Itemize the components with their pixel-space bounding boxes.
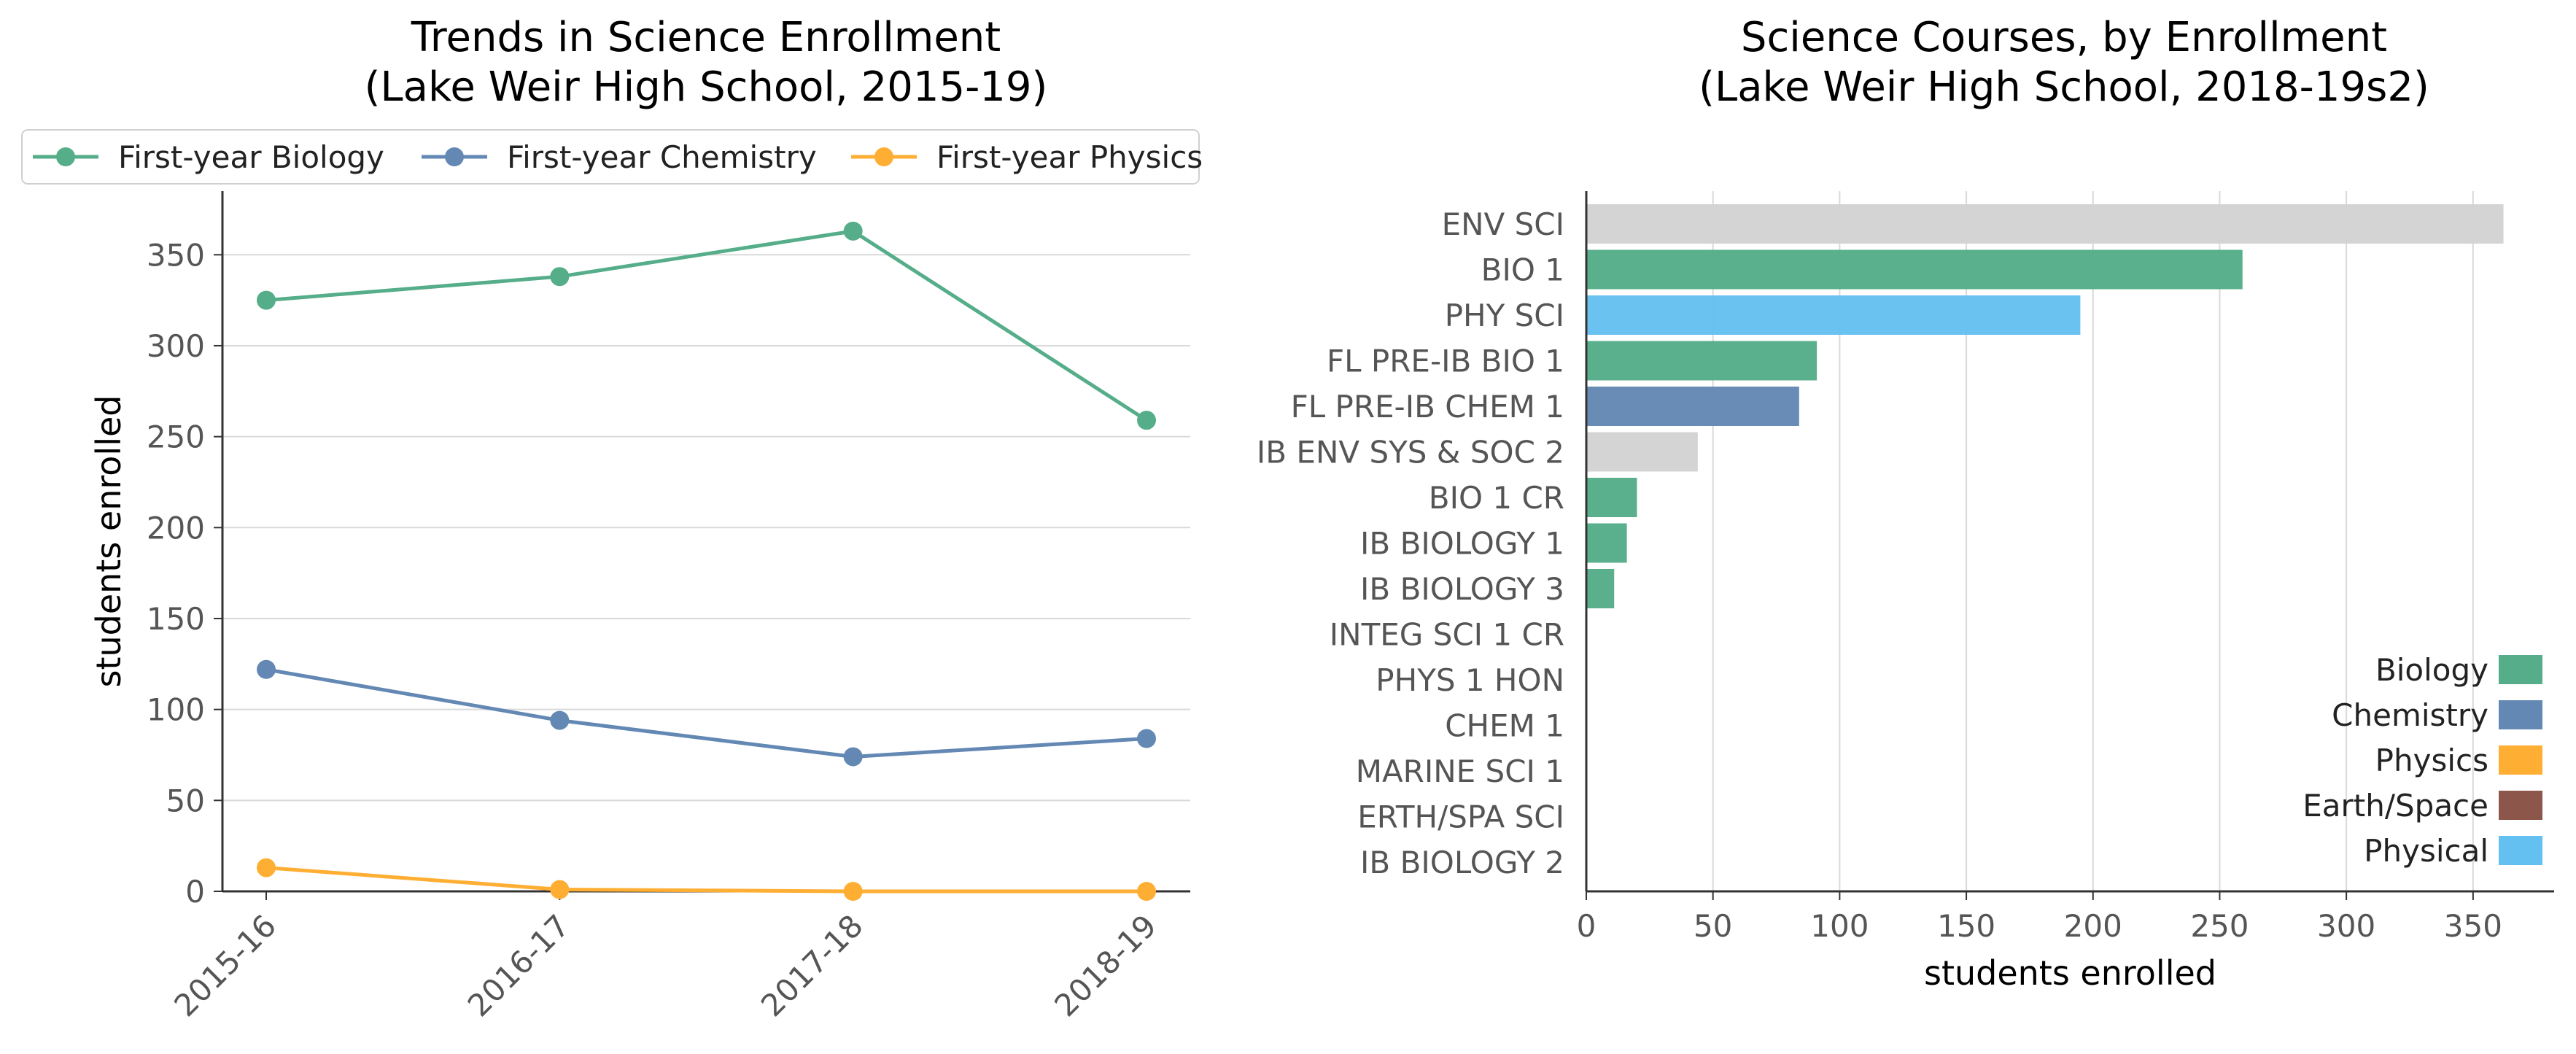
bars [1586, 204, 2504, 608]
y-tick-label-bio-1: BIO 1 [1481, 252, 1564, 288]
bar-bio-1-cr [1586, 478, 1637, 517]
y-tick-label-0: 0 [185, 874, 205, 910]
legend-swatch-physics [2499, 745, 2542, 775]
data-point-first-year-chemistry-2018-19 [1137, 729, 1156, 748]
series-line-first-year-physics [265, 866, 1147, 894]
legend-label-first-year-physics: First-year Physics [936, 139, 1203, 175]
legend-label-first-year-biology: First-year Biology [118, 139, 384, 175]
y-tick-label-ib-biology-2: IB BIOLOGY 2 [1360, 845, 1564, 880]
y-tick-label-phy-sci: PHY SCI [1445, 298, 1564, 333]
y-tick-label-300: 300 [147, 328, 205, 364]
y-tick-label-350: 350 [147, 237, 205, 273]
data-point-first-year-physics-2015-16 [257, 858, 276, 877]
chart-title-line: (Lake Weir High School, 2015-19) [365, 63, 1048, 111]
chart-title-line: Science Courses, by Enrollment [1741, 14, 2387, 61]
legend-label-first-year-chemistry: First-year Chemistry [507, 139, 817, 175]
course-enrollment-chart: Science Courses, by Enrollment(Lake Weir… [1257, 14, 2554, 993]
legend-label-chemistry: Chemistry [2332, 697, 2488, 733]
legend-swatch-marker-first-year-biology [56, 147, 75, 166]
x-tick-label-100: 100 [1810, 908, 1869, 944]
y-tick-label-fl-pre-ib-bio-1: FL PRE-IB BIO 1 [1327, 344, 1564, 379]
data-point-first-year-physics-2017-18 [843, 882, 863, 901]
x-tick-labels: 0 50 100 150 200 250 300 350 [1577, 891, 2502, 944]
x-tick-label-50: 50 [1694, 908, 1732, 944]
x-tick-label-150: 150 [1937, 908, 1995, 944]
y-tick-label-100: 100 [147, 692, 205, 728]
x-tick-label-0: 0 [1577, 908, 1597, 944]
series-line-first-year-biology [265, 229, 1148, 422]
y-tick-label-150: 150 [147, 601, 205, 637]
y-tick-label-integ-sci-1-cr: INTEG SCI 1 CR [1330, 617, 1564, 653]
legend-label-physics: Physics [2375, 743, 2488, 778]
data-point-first-year-biology-2017-18 [843, 221, 863, 241]
axes [1585, 191, 2554, 893]
legend-swatch-chemistry [2499, 700, 2542, 729]
y-tick-label-marine-sci-1: MARINE SCI 1 [1356, 753, 1564, 789]
bar-fl-pre-ib-bio-1 [1586, 341, 1817, 381]
bar-fl-pre-ib-chem-1 [1586, 387, 1799, 426]
legend-swatch-marker-first-year-physics [874, 147, 893, 166]
y-tick-label-phys-1-hon: PHYS 1 HON [1376, 662, 1564, 698]
legend-label-physical: Physical [2364, 833, 2488, 869]
y-tick-label-ib-biology-3: IB BIOLOGY 3 [1360, 571, 1564, 607]
x-tick-label-200: 200 [2064, 908, 2122, 944]
legend-swatch-earth-space [2499, 791, 2542, 820]
legend-swatch-physical [2499, 836, 2542, 865]
data-point-first-year-biology-2016-17 [550, 267, 570, 287]
y-tick-labels: 0 50 100 150 200 250 300 350 [147, 237, 205, 910]
data-point-first-year-physics-2018-19 [1137, 882, 1156, 901]
legend-swatch-marker-first-year-chemistry [445, 147, 464, 166]
y-tick-label-250: 250 [147, 419, 205, 455]
bar-ib-biology-3 [1586, 569, 1615, 608]
bar-bio-1 [1586, 249, 2243, 290]
legend: First-year Biology First-year Chemistry Fi… [21, 129, 1203, 185]
y-axis-label: students enrolled [89, 395, 128, 688]
legend-frame [21, 129, 1200, 185]
data-point-first-year-chemistry-2015-16 [257, 659, 276, 679]
legend-label-earth-space: Earth/Space [2303, 788, 2488, 824]
data-point-first-year-biology-2015-16 [257, 290, 276, 310]
bar-ib-biology-1 [1586, 523, 1627, 563]
data-point-first-year-physics-2016-17 [550, 880, 570, 899]
chart-title-line: Trends in Science Enrollment [411, 14, 1001, 61]
y-tick-label-ib-biology-1: IB BIOLOGY 1 [1360, 526, 1564, 562]
bar-ib-env-sys-soc-2 [1586, 432, 1698, 472]
gridlines [214, 254, 1190, 892]
x-axis-label: students enrolled [1924, 953, 2216, 993]
y-tick-label-200: 200 [147, 510, 205, 546]
y-tick-label-erth-spa-sci: ERTH/SPA SCI [1357, 799, 1564, 835]
legend: Biology Chemistry Physics Earth/Space Physic… [2303, 652, 2542, 869]
data-point-first-year-biology-2018-19 [1137, 411, 1156, 430]
x-tick-label-300: 300 [2317, 908, 2375, 944]
series-line-first-year-chemistry [265, 667, 1147, 759]
bar-env-sci [1586, 204, 2504, 244]
series-lines [257, 221, 1156, 901]
y-tick-label-50: 50 [166, 783, 205, 818]
y-tick-label-chem-1: CHEM 1 [1445, 708, 1564, 744]
bar-phy-sci [1586, 295, 2081, 335]
legend-swatch-biology [2499, 655, 2542, 684]
x-tick-label-350: 350 [2444, 908, 2502, 944]
chart-title: Trends in Science Enrollment(Lake Weir H… [365, 14, 1048, 111]
y-tick-label-env-sci: ENV SCI [1442, 206, 1564, 242]
y-tick-label-ib-env-sys-soc-2: IB ENV SYS & SOC 2 [1257, 435, 1564, 470]
chart-title-line: (Lake Weir High School, 2018-19s2) [1699, 63, 2429, 111]
data-point-first-year-chemistry-2017-18 [843, 747, 863, 767]
y-tick-label-bio-1-cr: BIO 1 CR [1429, 480, 1564, 516]
legend-label-biology: Biology [2375, 652, 2488, 688]
y-tick-label-fl-pre-ib-chem-1: FL PRE-IB CHEM 1 [1291, 389, 1564, 425]
y-tick-labels: ENV SCI BIO 1 PHY SCI FL PRE-IB BIO 1 FL PRE… [1257, 206, 1564, 880]
data-point-first-year-chemistry-2016-17 [550, 710, 570, 730]
x-tick-label-250: 250 [2190, 908, 2249, 944]
chart-title: Science Courses, by Enrollment(Lake Weir… [1699, 14, 2429, 111]
